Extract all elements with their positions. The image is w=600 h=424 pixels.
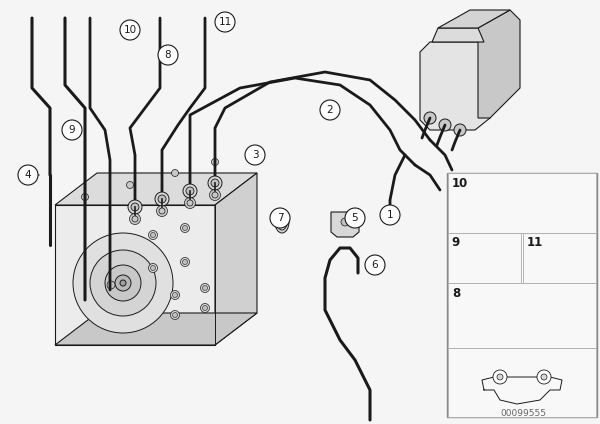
Circle shape bbox=[182, 259, 187, 265]
Circle shape bbox=[439, 119, 451, 131]
Polygon shape bbox=[55, 173, 257, 205]
Polygon shape bbox=[420, 42, 490, 130]
Circle shape bbox=[131, 203, 139, 211]
Text: 9: 9 bbox=[451, 236, 459, 249]
Circle shape bbox=[115, 275, 131, 291]
Circle shape bbox=[90, 250, 156, 316]
Circle shape bbox=[149, 263, 157, 273]
Circle shape bbox=[18, 165, 38, 185]
Circle shape bbox=[365, 255, 385, 275]
Circle shape bbox=[541, 374, 547, 380]
Polygon shape bbox=[215, 173, 257, 345]
Text: 8: 8 bbox=[452, 287, 460, 300]
Circle shape bbox=[185, 198, 196, 209]
Circle shape bbox=[183, 184, 197, 198]
Polygon shape bbox=[55, 313, 257, 345]
Circle shape bbox=[186, 187, 194, 195]
FancyBboxPatch shape bbox=[448, 283, 596, 348]
Circle shape bbox=[62, 120, 82, 140]
Circle shape bbox=[158, 45, 178, 65]
Circle shape bbox=[151, 232, 155, 237]
Text: 11: 11 bbox=[527, 236, 543, 249]
Polygon shape bbox=[438, 10, 510, 28]
Circle shape bbox=[82, 193, 89, 201]
Circle shape bbox=[159, 208, 165, 214]
Circle shape bbox=[120, 280, 126, 286]
Text: 5: 5 bbox=[352, 213, 358, 223]
Circle shape bbox=[270, 208, 290, 228]
Circle shape bbox=[345, 208, 365, 228]
Circle shape bbox=[172, 170, 179, 176]
Circle shape bbox=[380, 205, 400, 225]
Circle shape bbox=[341, 218, 349, 226]
Text: 4: 4 bbox=[25, 170, 31, 180]
Circle shape bbox=[158, 195, 166, 203]
Polygon shape bbox=[432, 28, 484, 42]
Circle shape bbox=[203, 306, 208, 310]
Circle shape bbox=[200, 284, 209, 293]
FancyBboxPatch shape bbox=[448, 233, 521, 283]
Text: 10: 10 bbox=[452, 177, 468, 190]
Circle shape bbox=[181, 257, 190, 267]
Circle shape bbox=[120, 20, 140, 40]
Text: 3: 3 bbox=[251, 150, 259, 160]
Circle shape bbox=[157, 206, 167, 217]
FancyBboxPatch shape bbox=[447, 173, 597, 417]
FancyBboxPatch shape bbox=[523, 233, 596, 283]
Polygon shape bbox=[478, 10, 520, 118]
Text: 00099555: 00099555 bbox=[500, 409, 546, 418]
Polygon shape bbox=[331, 212, 359, 237]
Circle shape bbox=[181, 223, 190, 232]
Circle shape bbox=[132, 216, 138, 222]
Text: 10: 10 bbox=[124, 25, 137, 35]
Text: 8: 8 bbox=[164, 50, 172, 60]
Circle shape bbox=[212, 192, 218, 198]
Text: 6: 6 bbox=[371, 260, 379, 270]
Circle shape bbox=[155, 192, 169, 206]
Circle shape bbox=[208, 176, 222, 190]
Circle shape bbox=[151, 265, 155, 271]
Circle shape bbox=[537, 370, 551, 384]
Text: 1: 1 bbox=[386, 210, 394, 220]
Circle shape bbox=[424, 112, 436, 124]
Circle shape bbox=[215, 12, 235, 32]
Circle shape bbox=[497, 374, 503, 380]
Circle shape bbox=[128, 200, 142, 214]
Circle shape bbox=[182, 226, 187, 231]
Circle shape bbox=[187, 200, 193, 206]
Circle shape bbox=[107, 281, 115, 289]
Text: 7: 7 bbox=[277, 213, 283, 223]
Circle shape bbox=[454, 124, 466, 136]
Circle shape bbox=[149, 231, 157, 240]
Circle shape bbox=[245, 145, 265, 165]
Circle shape bbox=[320, 100, 340, 120]
Circle shape bbox=[200, 304, 209, 312]
Circle shape bbox=[170, 310, 179, 320]
Circle shape bbox=[173, 312, 178, 318]
Text: 11: 11 bbox=[218, 17, 232, 27]
FancyBboxPatch shape bbox=[448, 348, 596, 417]
Circle shape bbox=[209, 190, 221, 201]
Circle shape bbox=[127, 181, 133, 189]
FancyBboxPatch shape bbox=[448, 173, 596, 233]
Ellipse shape bbox=[277, 214, 287, 230]
Circle shape bbox=[73, 233, 173, 333]
Circle shape bbox=[173, 293, 178, 298]
Text: 2: 2 bbox=[326, 105, 334, 115]
Circle shape bbox=[493, 370, 507, 384]
Circle shape bbox=[105, 265, 141, 301]
Ellipse shape bbox=[279, 217, 285, 228]
Polygon shape bbox=[55, 205, 215, 345]
Circle shape bbox=[203, 285, 208, 290]
Circle shape bbox=[211, 179, 219, 187]
Circle shape bbox=[170, 290, 179, 299]
Circle shape bbox=[130, 214, 140, 224]
Ellipse shape bbox=[275, 211, 289, 233]
Circle shape bbox=[212, 159, 218, 165]
Text: 9: 9 bbox=[68, 125, 76, 135]
